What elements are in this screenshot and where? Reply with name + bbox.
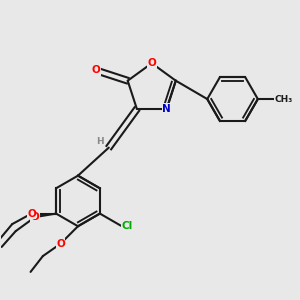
Text: N: N bbox=[162, 104, 171, 114]
Text: Cl: Cl bbox=[122, 221, 133, 231]
Text: CH₃: CH₃ bbox=[274, 94, 292, 103]
Text: O: O bbox=[31, 212, 39, 222]
Text: O: O bbox=[147, 58, 156, 68]
Text: O: O bbox=[56, 239, 65, 249]
Text: O: O bbox=[27, 208, 36, 219]
Text: H: H bbox=[96, 137, 104, 146]
Text: O: O bbox=[92, 65, 100, 75]
